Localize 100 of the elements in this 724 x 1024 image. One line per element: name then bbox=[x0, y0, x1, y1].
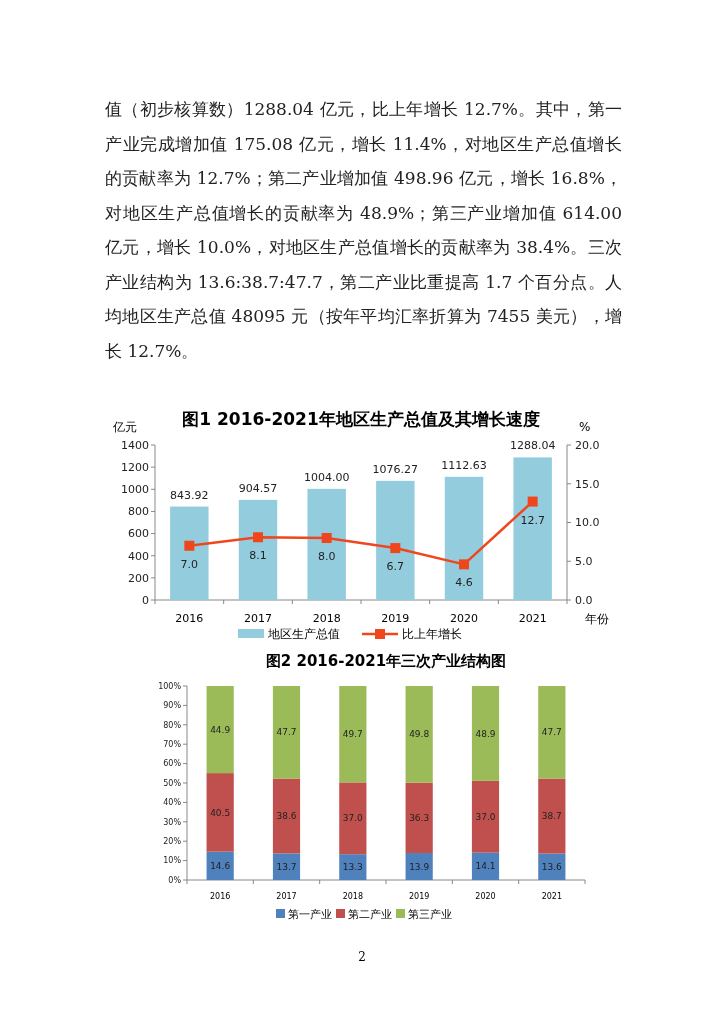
data-label: 8.1 bbox=[249, 549, 267, 563]
y-tick-label: 100% bbox=[158, 681, 182, 691]
x-tick-label: 2020 bbox=[450, 612, 478, 625]
data-label: 14.1 bbox=[475, 861, 496, 872]
data-label: 48.9 bbox=[475, 728, 496, 739]
data-label: 8.0 bbox=[317, 550, 336, 563]
data-label: 47.7 bbox=[276, 727, 297, 738]
y-tick-label: 60% bbox=[163, 759, 182, 769]
point bbox=[321, 533, 332, 543]
y-tick-label: 80% bbox=[163, 720, 182, 730]
y-tick-label: 400 bbox=[128, 549, 149, 563]
x-tick-label: 2017 bbox=[244, 612, 272, 625]
point bbox=[527, 496, 538, 507]
data-label: 44.9 bbox=[210, 724, 231, 735]
bar bbox=[376, 480, 415, 600]
data-label: 843.92 bbox=[170, 488, 209, 502]
data-label: 12.7 bbox=[520, 513, 545, 527]
y-tick-label: 1400 bbox=[121, 438, 149, 452]
x-tick-label: 2016 bbox=[175, 612, 204, 625]
text: 值（初步核算数）1288.04 亿元，比上年增长 12.7%。其中，第一产业完成增加值 175.08 亿元，增长 11.4%，对地区生产总值增长的贡献率为 12.7%；第二产业增加值 498.96 亿元，增长 16.8%，对地区生产总值增长的贡献率为 48.9%；第三产业增加值 614.00 亿元，增长 10.0%，对地区生产总值增长的贡献率为 38.4%。三次产业结构为 13.6:38.7:47.7，第二产业比重提高 1.7 个百分点。人均地区生产总值 48095 元（按年平均汇率折算为 7455 美元），增长 12.7%。 bbox=[105, 98, 622, 363]
legend-label: 第三产业 bbox=[408, 908, 452, 921]
x-tick-label: 2018 bbox=[342, 892, 364, 901]
x-axis-title: 年份 bbox=[585, 612, 609, 626]
bar bbox=[513, 457, 552, 600]
bar bbox=[405, 686, 433, 783]
data-label: 36.3 bbox=[409, 812, 430, 823]
bar bbox=[339, 686, 367, 783]
y-tick-label: 70% bbox=[163, 740, 182, 749]
y-tick-label: 90% bbox=[163, 701, 182, 711]
x-tick-label: 2019 bbox=[408, 892, 430, 901]
data-label: 49.7 bbox=[342, 729, 363, 740]
bar bbox=[272, 686, 301, 779]
data-label: 4.6 bbox=[455, 576, 473, 590]
point bbox=[390, 543, 401, 554]
y2-tick-label: 5.0 bbox=[575, 555, 593, 569]
y-tick-label: 30% bbox=[163, 817, 182, 827]
text: 2 bbox=[357, 950, 367, 964]
data-label: 13.9 bbox=[409, 861, 430, 872]
bar bbox=[272, 778, 301, 854]
point bbox=[253, 532, 263, 543]
y-axis-title: 亿元 bbox=[112, 420, 137, 434]
y-tick-label: 0 bbox=[142, 593, 149, 607]
bar bbox=[405, 782, 433, 854]
y2-tick-label: 0.0 bbox=[575, 593, 593, 607]
data-label: 1112.63 bbox=[441, 458, 487, 472]
data-label: 904.57 bbox=[238, 481, 278, 495]
bar bbox=[538, 686, 566, 779]
y-tick-label: 800 bbox=[128, 505, 149, 519]
data-label: 37.0 bbox=[475, 811, 496, 822]
point bbox=[184, 540, 195, 551]
chart-title: 图1 2016-2021年地区生产总值及其增长速度 bbox=[182, 409, 540, 429]
data-label: 1288.04 bbox=[509, 439, 556, 453]
x-tick-label: 2018 bbox=[312, 612, 341, 625]
legend-label: 第二产业 bbox=[348, 908, 392, 921]
legend-label: 第一产业 bbox=[288, 908, 332, 921]
y-tick-label: 20% bbox=[163, 837, 182, 846]
point bbox=[459, 559, 469, 570]
x-tick-label: 2016 bbox=[209, 892, 231, 901]
bar bbox=[206, 773, 234, 852]
data-label: 38.6 bbox=[276, 811, 297, 822]
bar bbox=[471, 686, 500, 781]
chart-title: 图2 2016-2021年三次产业结构图 bbox=[265, 652, 507, 670]
y-tick-label: 40% bbox=[163, 798, 182, 808]
x-tick-label: 2019 bbox=[381, 612, 410, 625]
data-label: 37.0 bbox=[342, 813, 364, 824]
bar bbox=[238, 499, 278, 600]
data-label: 1004.00 bbox=[303, 470, 350, 484]
y-tick-label: 200 bbox=[128, 571, 149, 585]
data-label: 14.6 bbox=[210, 860, 231, 871]
y2-tick-label: 20.0 bbox=[575, 438, 600, 452]
data-label: 13.6 bbox=[541, 861, 563, 872]
data-label: 49.8 bbox=[409, 729, 430, 740]
bar bbox=[471, 780, 500, 853]
data-label: 7.0 bbox=[180, 557, 199, 571]
x-tick-label: 2021 bbox=[541, 892, 563, 901]
bar bbox=[339, 782, 367, 855]
bar bbox=[538, 778, 566, 854]
y-tick-label: 1200 bbox=[121, 460, 149, 474]
data-label: 13.3 bbox=[342, 862, 363, 873]
y2-axis-title: % bbox=[579, 420, 591, 434]
y-tick-label: 10% bbox=[163, 856, 182, 866]
legend-label: 地区生产总值 bbox=[267, 627, 340, 641]
bar bbox=[272, 853, 301, 880]
bar bbox=[170, 506, 209, 600]
data-label: 1076.27 bbox=[372, 462, 419, 476]
x-tick-label: 2021 bbox=[518, 612, 547, 625]
y2-tick-label: 15.0 bbox=[575, 477, 600, 491]
data-label: 47.7 bbox=[541, 727, 562, 738]
data-label: 13.7 bbox=[276, 861, 297, 872]
y-tick-label: 600 bbox=[128, 527, 149, 541]
x-tick-label: 2017 bbox=[276, 892, 297, 901]
x-tick-label: 2020 bbox=[475, 892, 496, 901]
y-tick-label: 50% bbox=[163, 778, 182, 788]
bar bbox=[444, 476, 484, 600]
data-label: 6.7 bbox=[386, 560, 405, 574]
bar bbox=[307, 488, 346, 600]
legend-label: 比上年增长 bbox=[402, 627, 462, 641]
bar bbox=[206, 686, 234, 774]
y2-tick-label: 10.0 bbox=[575, 516, 600, 530]
data-label: 38.7 bbox=[541, 811, 562, 822]
